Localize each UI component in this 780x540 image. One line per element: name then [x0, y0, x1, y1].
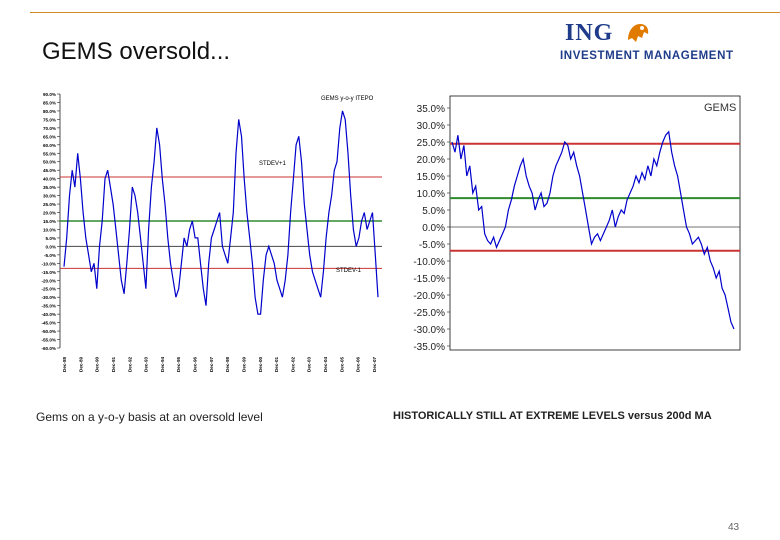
yoy-ytick-label: 30.0% [43, 194, 56, 199]
gems-ytick-label: 5.0% [422, 206, 445, 217]
yoy-ytick-label: 90.0% [43, 92, 56, 97]
yoy-ytick-label: -35.0% [41, 304, 56, 309]
yoy-xtick-label: Dec-04 [323, 356, 328, 372]
gems-chart: 35.0% 30.0% 25.0% 20.0% 15.0% 10.0% 5.0% 0.0% -5… [413, 95, 741, 353]
gems-ytick-label: -5.0% [419, 240, 445, 251]
yoy-xtick-label: Dec-03 [307, 356, 312, 372]
yoy-chart-yticks: 90.0% 85.0% 80.0% 75.0% 70.0% 65.0% 60.0% 55.0%… [41, 92, 61, 351]
yoy-xtick-label: Dec-97 [209, 356, 214, 372]
yoy-ytick-label: -30.0% [41, 295, 56, 300]
header-rule [30, 12, 780, 13]
yoy-series-line [63, 110, 379, 315]
page-number: 43 [728, 522, 740, 533]
gems-ytick-label: 25.0% [417, 138, 445, 149]
yoy-ytick-label: 20.0% [43, 211, 56, 216]
yoy-chart-title: GEMS y-o-y ITEPO [321, 96, 374, 102]
yoy-xtick-label: Dec-94 [160, 356, 165, 372]
gems-ytick-label: 15.0% [417, 172, 445, 183]
yoy-ytick-label: 50.0% [43, 160, 56, 165]
logo-subtitle: INVESTMENT MANAGEMENT [560, 50, 734, 62]
caption-right: HISTORICALLY STILL AT EXTREME LEVELS ver… [393, 410, 712, 422]
yoy-xtick-label: Dec-91 [111, 356, 116, 372]
yoy-xtick-label: Dec-96 [193, 356, 198, 372]
yoy-ytick-label: 5.0% [46, 236, 56, 241]
yoy-ytick-label: 10.0% [43, 227, 56, 232]
yoy-ytick-label: 15.0% [43, 219, 56, 224]
page-title: GEMS oversold... [42, 38, 231, 65]
yoy-ytick-label: 35.0% [43, 185, 56, 190]
yoy-ytick-label: -60.0% [41, 346, 56, 351]
yoy-chart-reference-lines [60, 176, 382, 269]
yoy-xtick-label: Dec-90 [95, 356, 100, 372]
yoy-xtick-label: Dec-06 [356, 356, 361, 372]
gems-series-line [451, 130, 735, 330]
gems-ytick-label: -30.0% [413, 325, 445, 336]
yoy-ytick-label: 55.0% [43, 151, 56, 156]
yoy-xtick-label: Dec-98 [225, 356, 230, 372]
yoy-ytick-label: 25.0% [43, 202, 56, 207]
yoy-xtick-label: Dec-05 [339, 356, 344, 372]
yoy-xtick-label: Dec-07 [372, 356, 377, 372]
gems-chart-title: GEMS [704, 102, 736, 114]
yoy-xtick-label: Dec-02 [290, 356, 295, 372]
yoy-ytick-label: -55.0% [41, 338, 56, 343]
yoy-xtick-label: Dec-88 [62, 356, 67, 372]
yoy-xtick-label: Dec-01 [274, 356, 279, 372]
gems-ytick-label: 0.0% [422, 223, 445, 234]
gems-ytick-label: 10.0% [417, 189, 445, 200]
yoy-ytick-label: -10.0% [41, 261, 56, 266]
yoy-ytick-label: -40.0% [41, 312, 56, 317]
gems-ytick-label: 35.0% [417, 104, 445, 115]
yoy-ytick-label: -50.0% [41, 329, 56, 334]
logo-wordmark: ING [565, 20, 614, 46]
yoy-xtick-label: Dec-92 [127, 356, 132, 372]
gems-ytick-label: -15.0% [413, 274, 445, 285]
yoy-xtick-label: Dec-95 [176, 356, 181, 372]
yoy-ytick-label: -15.0% [41, 270, 56, 275]
yoy-ytick-label: 85.0% [43, 100, 56, 105]
yoy-ytick-label: -5.0% [44, 253, 56, 258]
yoy-chart: 90.0% 85.0% 80.0% 75.0% 70.0% 65.0% 60.0% 55.0%… [41, 92, 382, 372]
gems-ytick-label: -35.0% [413, 342, 445, 353]
yoy-ytick-label: 65.0% [43, 134, 56, 139]
yoy-ytick-label: 60.0% [43, 143, 56, 148]
stdev-plus-label: STDEV+1 [259, 161, 287, 167]
gems-ytick-label: -10.0% [413, 257, 445, 268]
yoy-xtick-label: Dec-93 [144, 356, 149, 372]
gems-ytick-label: -25.0% [413, 308, 445, 319]
gems-plot-frame [449, 95, 741, 351]
yoy-ytick-label: -25.0% [41, 287, 56, 292]
yoy-ytick-label: 0.0% [46, 244, 56, 249]
yoy-ytick-label: -45.0% [41, 321, 56, 326]
gems-chart-reference-lines [450, 142, 740, 252]
yoy-ytick-label: 75.0% [43, 117, 56, 122]
gems-ytick-label: 30.0% [417, 121, 445, 132]
lion-icon [628, 24, 649, 42]
gems-ytick-label: 20.0% [417, 155, 445, 166]
yoy-ytick-label: 40.0% [43, 177, 56, 182]
caption-left: Gems on a y-o-y basis at an oversold lev… [36, 410, 263, 424]
yoy-ytick-label: 80.0% [43, 109, 56, 114]
yoy-ytick-label: 70.0% [43, 126, 56, 131]
yoy-xtick-label: Dec-89 [78, 356, 83, 372]
yoy-xtick-label: Dec-99 [241, 356, 246, 372]
gems-chart-yticks: 35.0% 30.0% 25.0% 20.0% 15.0% 10.0% 5.0% 0.0% -5… [413, 104, 450, 353]
gems-ytick-label: -20.0% [413, 291, 445, 302]
yoy-chart-xticks: Dec-88 Dec-89 Dec-90 Dec-91 Dec-92 Dec-93 Dec-… [62, 356, 377, 372]
yoy-ytick-label: 45.0% [43, 168, 56, 173]
yoy-xtick-label: Dec-00 [258, 356, 263, 372]
yoy-ytick-label: -20.0% [41, 278, 56, 283]
stdev-minus-label: STDEV-1 [336, 268, 362, 274]
